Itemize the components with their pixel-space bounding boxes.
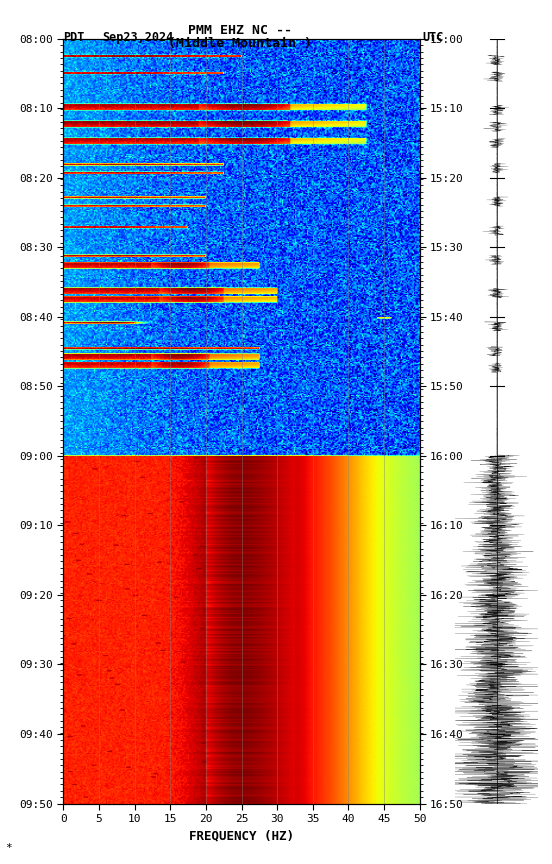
Text: *: * [6, 843, 12, 853]
Text: PDT: PDT [63, 30, 85, 44]
Text: (Middle Mountain ): (Middle Mountain ) [168, 36, 312, 50]
Text: UTC: UTC [422, 30, 444, 44]
Text: Sep23,2024: Sep23,2024 [102, 30, 173, 44]
X-axis label: FREQUENCY (HZ): FREQUENCY (HZ) [189, 829, 294, 842]
Text: PMM EHZ NC --: PMM EHZ NC -- [188, 23, 292, 37]
